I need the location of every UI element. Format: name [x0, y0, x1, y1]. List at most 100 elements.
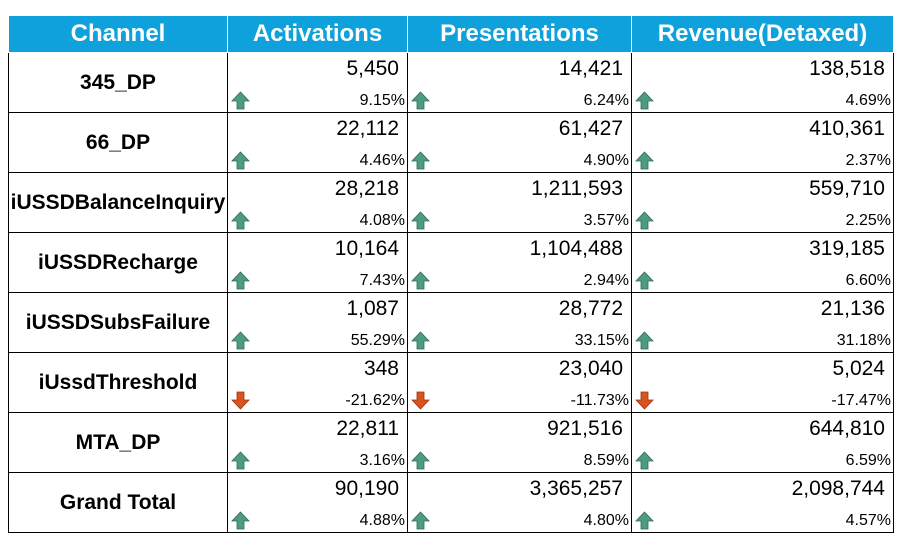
- revenue-cell: 2,098,744 4.57%: [631, 472, 894, 533]
- activations-value: 1,087: [346, 297, 399, 320]
- arrow-up-icon: [635, 91, 654, 110]
- table-row: iUssdThreshold 348 -21.62% 23,040 -11.73% 5,0…: [8, 352, 894, 413]
- revenue-change-percent: 31.18%: [836, 332, 891, 349]
- revenue-change-percent: 4.69%: [845, 92, 891, 109]
- arrow-up-icon: [411, 451, 430, 470]
- arrow-down-icon: [635, 391, 654, 410]
- revenue-cell: 5,024 -17.47%: [631, 352, 894, 413]
- header-presentations: Presentations: [407, 15, 632, 53]
- presentations-cell: 61,427 4.90%: [407, 112, 632, 173]
- presentations-value: 1,104,488: [529, 237, 623, 260]
- presentations-cell: 921,516 8.59%: [407, 412, 632, 473]
- table-row: 66_DP 22,112 4.46% 61,427 4.90% 410,361 2.37%: [8, 112, 894, 173]
- arrow-up-icon: [231, 211, 250, 230]
- arrow-up-icon: [231, 91, 250, 110]
- header-activations: Activations: [227, 15, 408, 53]
- revenue-cell: 21,136 31.18%: [631, 292, 894, 353]
- presentations-value: 921,516: [547, 417, 623, 440]
- presentations-cell: 1,104,488 2.94%: [407, 232, 632, 293]
- arrow-down-icon: [411, 391, 430, 410]
- channel-name: iUssdThreshold: [8, 352, 228, 413]
- activations-change-percent: 55.29%: [350, 332, 405, 349]
- arrow-up-icon: [411, 331, 430, 350]
- arrow-up-icon: [635, 511, 654, 530]
- channel-name: 345_DP: [8, 52, 228, 113]
- arrow-up-icon: [411, 271, 430, 290]
- presentations-cell: 3,365,257 4.80%: [407, 472, 632, 533]
- arrow-up-icon: [411, 511, 430, 530]
- table-body: 345_DP 5,450 9.15% 14,421 6.24% 138,518 4.69% 6…: [8, 52, 894, 533]
- channel-stats-table: Channel Activations Presentations Revenu…: [8, 15, 894, 533]
- channel-name: iUSSDSubsFailure: [8, 292, 228, 353]
- activations-change-percent: 7.43%: [359, 272, 405, 289]
- revenue-change-percent: 4.57%: [845, 512, 891, 529]
- activations-cell: 1,087 55.29%: [227, 292, 408, 353]
- arrow-up-icon: [635, 271, 654, 290]
- activations-value: 348: [363, 357, 399, 380]
- activations-cell: 28,218 4.08%: [227, 172, 408, 233]
- channel-name: 66_DP: [8, 112, 228, 173]
- presentations-value: 23,040: [558, 357, 623, 380]
- presentations-value: 3,365,257: [529, 477, 623, 500]
- table-row: 345_DP 5,450 9.15% 14,421 6.24% 138,518 4.69%: [8, 52, 894, 113]
- channel-name: iUSSDRecharge: [8, 232, 228, 293]
- activations-value: 5,450: [346, 57, 399, 80]
- arrow-up-icon: [635, 211, 654, 230]
- presentations-cell: 14,421 6.24%: [407, 52, 632, 113]
- arrow-up-icon: [635, 331, 654, 350]
- revenue-value: 2,098,744: [791, 477, 885, 500]
- revenue-change-percent: 2.37%: [845, 152, 891, 169]
- revenue-cell: 410,361 2.37%: [631, 112, 894, 173]
- activations-cell: 348 -21.62%: [227, 352, 408, 413]
- activations-cell: 22,811 3.16%: [227, 412, 408, 473]
- header-revenue: Revenue(Detaxed): [631, 15, 894, 53]
- activations-value: 10,164: [334, 237, 399, 260]
- arrow-up-icon: [411, 91, 430, 110]
- channel-name: MTA_DP: [8, 412, 228, 473]
- table-row: iUSSDSubsFailure 1,087 55.29% 28,772 33.15% 2…: [8, 292, 894, 353]
- presentations-value: 1,211,593: [531, 177, 623, 200]
- activations-cell: 5,450 9.15%: [227, 52, 408, 113]
- activations-change-percent: -21.62%: [345, 392, 405, 409]
- activations-change-percent: 3.16%: [359, 452, 405, 469]
- activations-value: 28,218: [334, 177, 399, 200]
- table-row: iUSSDBalanceInquiry 28,218 4.08% 1,211,593 3…: [8, 172, 894, 233]
- arrow-up-icon: [231, 511, 250, 530]
- activations-cell: 90,190 4.88%: [227, 472, 408, 533]
- revenue-value: 559,710: [809, 177, 885, 200]
- arrow-up-icon: [231, 151, 250, 170]
- activations-cell: 22,112 4.46%: [227, 112, 408, 173]
- presentations-change-percent: 3.57%: [583, 212, 629, 229]
- revenue-value: 21,136: [820, 297, 885, 320]
- arrow-up-icon: [411, 211, 430, 230]
- revenue-value: 319,185: [809, 237, 885, 260]
- revenue-value: 5,024: [832, 357, 885, 380]
- activations-change-percent: 4.88%: [359, 512, 405, 529]
- revenue-change-percent: 6.60%: [845, 272, 891, 289]
- revenue-value: 644,810: [809, 417, 885, 440]
- revenue-change-percent: -17.47%: [831, 392, 891, 409]
- channel-name: iUSSDBalanceInquiry: [8, 172, 228, 233]
- activations-cell: 10,164 7.43%: [227, 232, 408, 293]
- presentations-cell: 28,772 33.15%: [407, 292, 632, 353]
- header-channel: Channel: [8, 15, 228, 53]
- arrow-up-icon: [231, 271, 250, 290]
- presentations-change-percent: -11.73%: [570, 392, 629, 409]
- revenue-cell: 319,185 6.60%: [631, 232, 894, 293]
- revenue-value: 138,518: [809, 57, 885, 80]
- arrow-down-icon: [231, 391, 250, 410]
- arrow-up-icon: [231, 331, 250, 350]
- activations-change-percent: 4.08%: [359, 212, 405, 229]
- channel-name: Grand Total: [8, 472, 228, 533]
- arrow-up-icon: [231, 451, 250, 470]
- revenue-cell: 644,810 6.59%: [631, 412, 894, 473]
- presentations-change-percent: 33.15%: [574, 332, 629, 349]
- presentations-value: 61,427: [558, 117, 623, 140]
- table-row: iUSSDRecharge 10,164 7.43% 1,104,488 2.94% 31…: [8, 232, 894, 293]
- table-row: MTA_DP 22,811 3.16% 921,516 8.59% 644,810 6.59…: [8, 412, 894, 473]
- revenue-cell: 138,518 4.69%: [631, 52, 894, 113]
- presentations-change-percent: 4.80%: [583, 512, 629, 529]
- revenue-change-percent: 2.25%: [845, 212, 891, 229]
- activations-value: 90,190: [334, 477, 399, 500]
- presentations-cell: 1,211,593 3.57%: [407, 172, 632, 233]
